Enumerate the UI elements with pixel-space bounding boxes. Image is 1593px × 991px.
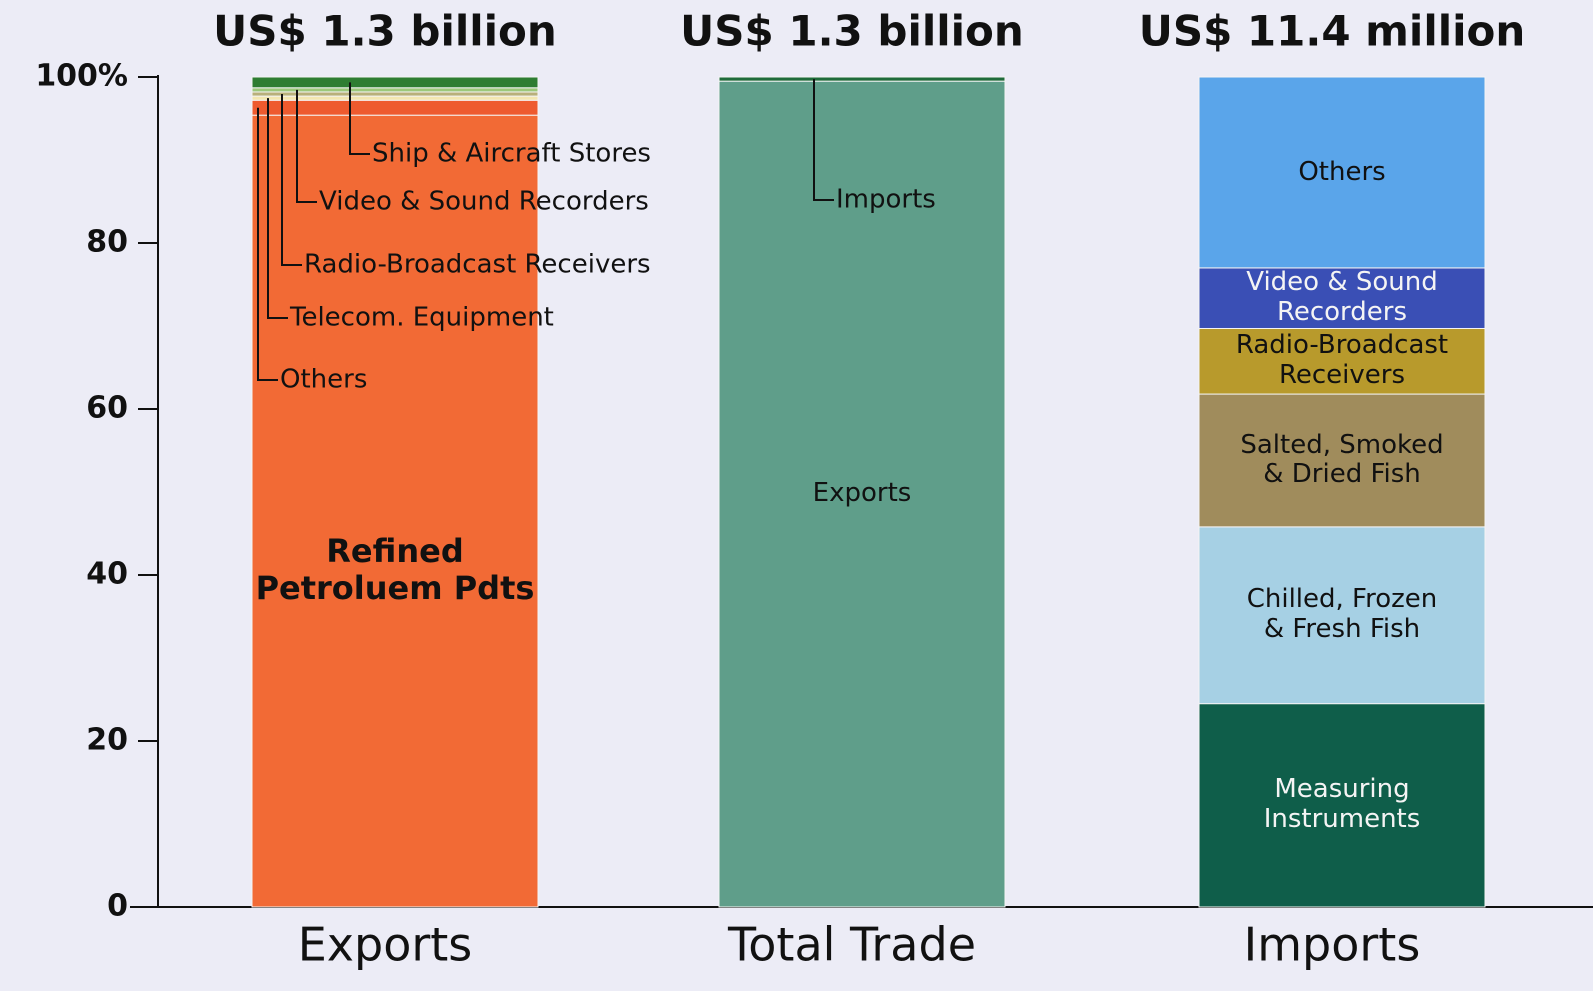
bar-segment [251,95,539,101]
segment-label-box: Radio-Broadcast Receivers [1235,330,1449,391]
bar-segment [251,87,539,93]
segment-label-box: Measuring Instruments [1263,774,1421,835]
segment-label: Radio-Broadcast Receivers [304,250,651,280]
x-tick-label: Exports [298,918,473,972]
bar-total: US$ 1.3 billion [680,7,1024,56]
leader-line [257,107,278,381]
bar-segment [718,76,1006,82]
y-tick-label: 20 [86,723,128,758]
segment-label: Salted, Smoked & Dried Fish [1240,429,1444,490]
segment-label: Others [280,365,367,395]
y-tick-label: 100% [35,59,128,94]
leader-line [813,79,834,201]
bar-segment [251,91,539,97]
bar-segment [1198,327,1486,395]
bar-segment [1198,526,1486,705]
y-tick-label: 0 [107,889,128,924]
leader-line [349,82,370,155]
segment-label-box: Salted, Smoked & Dried Fish [1240,429,1444,490]
segment-label: Others [1298,156,1386,187]
segment-label: Chilled, Frozen & Fresh Fish [1246,584,1438,645]
segment-label-box: Video & Sound Recorders [1246,267,1438,328]
bar-segment [1198,393,1486,528]
segment-label: Ship & Aircraft Stores [372,139,651,169]
bar-segment [1198,703,1486,908]
segment-label: Imports [836,185,936,215]
segment-label-box: Chilled, Frozen & Fresh Fish [1246,584,1438,645]
segment-label: Refined Petroluem Pdts [255,532,535,608]
segment-label-box: Refined Petroluem Pdts [255,532,535,608]
leader-line [296,89,317,203]
segment-label: Measuring Instruments [1263,774,1421,835]
segment-label: Telecom. Equipment [289,303,554,333]
segment-label-box: Exports [812,478,912,509]
segment-label: Video & Sound Recorders [319,187,649,217]
bar-segment [1198,76,1486,269]
bar-segment [251,114,539,908]
bar-segment [251,99,539,116]
leader-line [281,94,302,266]
bar-segment [251,76,539,89]
y-tick-label: 60 [86,391,128,426]
x-tick-label: Total Trade [727,918,976,972]
segment-label: Radio-Broadcast Receivers [1235,330,1449,391]
y-tick-label: 80 [86,225,128,260]
y-tick-label: 40 [86,557,128,592]
segment-label: Exports [812,478,912,509]
leader-line [267,98,288,319]
bar-segment [718,80,1006,908]
bar-total: US$ 11.4 million [1139,7,1526,56]
x-tick-label: Imports [1244,918,1421,972]
segment-label: Video & Sound Recorders [1246,267,1438,328]
bar-total: US$ 1.3 billion [213,7,557,56]
segment-label-box: Others [1298,156,1386,187]
